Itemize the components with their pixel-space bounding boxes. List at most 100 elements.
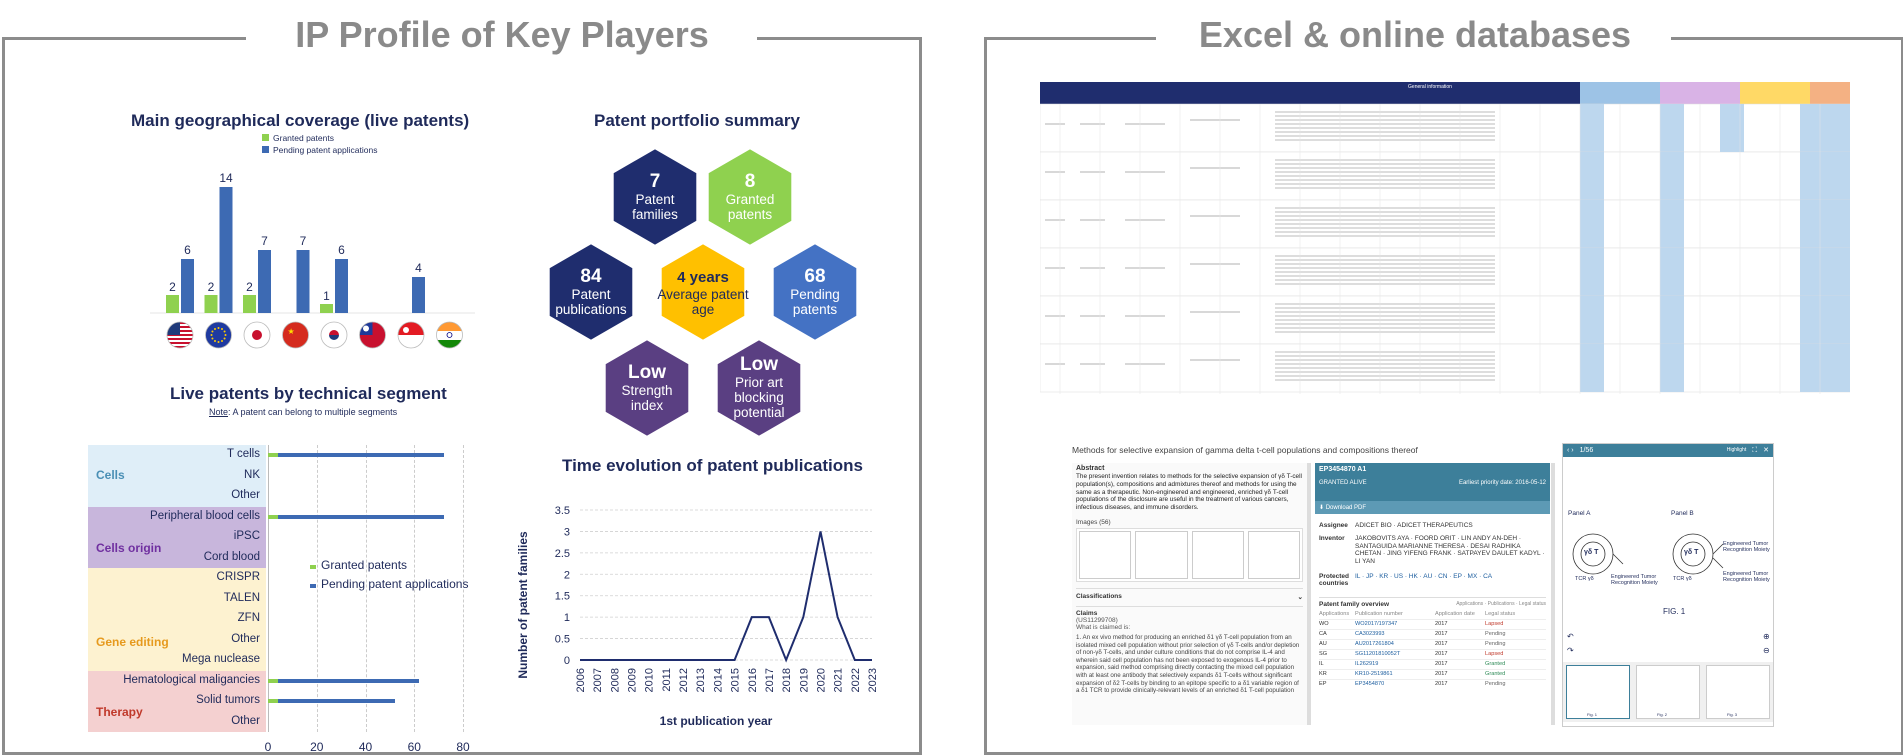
family-status: Lapsed <box>1485 651 1504 657</box>
db-scrollbar-2[interactable] <box>1551 463 1555 725</box>
cell-b-inner <box>1680 541 1706 567</box>
family-row[interactable]: AU AU2017261804 2017 Pending <box>1319 639 1546 649</box>
excel-cell-highlight <box>1800 200 1850 248</box>
zoom-in-icon[interactable]: ⊕ <box>1763 632 1770 641</box>
zoom-out-icon[interactable]: ⊖ <box>1763 646 1770 655</box>
time-xtick: 2021 <box>833 668 845 692</box>
thumb-2[interactable]: Fig. 2 <box>1636 665 1700 719</box>
geo-bar-pending-sg <box>412 277 425 313</box>
time-xtick: 2012 <box>678 668 690 692</box>
cell-a-label: γδ T <box>1584 549 1599 556</box>
viewer-toolbar: ‹ › 1/56 ✕ ⛶ Highlight <box>1563 444 1773 457</box>
db-abstract-col: Abstract The present invention relates t… <box>1072 463 1307 725</box>
excel-cell-highlight <box>1580 200 1604 248</box>
time-chart-title: Time evolution of patent publications <box>562 456 863 475</box>
time-xtick: 2016 <box>747 668 759 692</box>
segment-bar-pending <box>278 678 420 683</box>
family-row[interactable]: IL IL262919 2017 Granted <box>1319 659 1546 669</box>
family-row[interactable]: KR KR10-2519861 2017 Granted <box>1319 669 1546 679</box>
hex-caption-3-1: age <box>692 302 715 317</box>
hex-caption-5-0: Strength <box>621 383 672 398</box>
receptor-line-a <box>1612 553 1624 565</box>
family-pub[interactable]: AU2017261804 <box>1355 641 1394 647</box>
right-panel-frame <box>984 37 1903 755</box>
thumb-1[interactable]: Fig. 1 <box>1566 665 1630 719</box>
geo-bar-pending-eu <box>219 187 233 313</box>
segment-axis <box>268 445 269 732</box>
family-pub[interactable]: EP3454870 <box>1355 681 1385 687</box>
db-classifications[interactable]: Classifications ⌄ <box>1076 587 1303 601</box>
time-ytick: 3 <box>564 526 570 538</box>
geo-bar-granted-eu <box>204 295 218 313</box>
rotate-right-icon[interactable]: ↷ <box>1567 646 1574 655</box>
thumb-3-label: Fig. 3 <box>1727 712 1738 717</box>
db-inventor-value: JAKOBOVITS AYA · FOORD ORIT · LIN ANDY A… <box>1355 535 1545 565</box>
family-pub[interactable]: KR10-2519861 <box>1355 671 1393 677</box>
geo-bar-pending-jp <box>258 250 271 313</box>
panel-a-label: Panel A <box>1568 510 1591 517</box>
close-icon[interactable]: ✕ <box>1763 447 1769 454</box>
segment-label: Solid tumors <box>196 694 260 706</box>
time-xtick: 2014 <box>712 668 724 692</box>
family-row[interactable]: EP EP3454870 2017 Pending <box>1319 679 1546 689</box>
db-image-thumb[interactable] <box>1191 530 1244 579</box>
db-image-thumb[interactable] <box>1135 530 1188 579</box>
excel-cell-highlight <box>1800 296 1850 344</box>
family-row[interactable]: SG SG11201810052T 2017 Lapsed <box>1319 649 1546 659</box>
excel-cell-highlight <box>1720 104 1744 152</box>
time-series-line <box>580 531 872 663</box>
viewer-highlight[interactable]: Highlight <box>1726 447 1747 453</box>
family-cc: AU <box>1319 641 1327 647</box>
thumb-3[interactable]: Fig. 3 <box>1706 665 1770 719</box>
excel-grid <box>1040 82 1850 394</box>
family-pub[interactable]: IL262919 <box>1355 661 1379 667</box>
family-date: 2017 <box>1435 631 1448 637</box>
segment-xtick: 80 <box>456 740 470 754</box>
db-family-tabs[interactable]: Applications · Publications · Legal stat… <box>1456 601 1546 607</box>
db-download-label: Download PDF <box>1325 505 1367 511</box>
segment-legend-pending: Pending patent applications <box>321 577 469 591</box>
next-arrow-icon[interactable]: › <box>1571 447 1574 454</box>
family-date: 2017 <box>1435 651 1448 657</box>
db-image-strip[interactable] <box>1076 527 1303 582</box>
tcell-drawing <box>1572 533 1724 575</box>
hex-caption-1-0: Granted <box>726 192 775 207</box>
excel-header-band <box>1040 82 1500 104</box>
db-inventor-label: Inventor <box>1319 535 1345 542</box>
db-image-thumb[interactable] <box>1079 530 1132 579</box>
db-claims-text: 1. An ex vivo method for producing an en… <box>1076 633 1300 695</box>
portfolio-title: Patent portfolio summary <box>594 111 800 130</box>
db-claims-what: What is claimed is: <box>1076 623 1131 631</box>
family-pub[interactable]: CA3023993 <box>1355 631 1385 637</box>
db-download-button[interactable]: ⬇ Download PDF <box>1315 501 1550 514</box>
db-images-label[interactable]: Images (56) <box>1076 518 1111 526</box>
excel-cell-highlight <box>1660 104 1684 152</box>
hex-caption-0-1: families <box>632 207 678 222</box>
segment-xtick: 40 <box>358 740 373 754</box>
segment-label: ZFN <box>237 612 260 624</box>
db-family-label: Patent family overview <box>1319 601 1390 608</box>
fig-label: FIG. 1 <box>1663 607 1686 616</box>
geo-label-pending-cn: 7 <box>300 234 307 248</box>
geo-label-granted-eu: 2 <box>208 280 215 294</box>
segment-xtick: 0 <box>264 740 272 754</box>
family-pub[interactable]: SG11201810052T <box>1355 651 1401 657</box>
rotate-left-icon[interactable]: ↶ <box>1567 632 1574 641</box>
time-xlabel: 1st publication year <box>660 714 773 728</box>
family-cc: SG <box>1319 651 1328 657</box>
fullscreen-icon[interactable]: ⛶ <box>1752 447 1758 454</box>
db-claims[interactable]: Claims (US11299708) What is claimed is: … <box>1076 605 1303 695</box>
family-row[interactable]: WO WO2017/197347 2017 Lapsed <box>1319 619 1546 629</box>
db-patent-number: EP3454870 A1 <box>1319 466 1367 473</box>
excel-cell-highlight <box>1800 152 1850 200</box>
excel-cell-highlight <box>1580 104 1604 152</box>
family-row[interactable]: CA CA3023993 2017 Pending <box>1319 629 1546 639</box>
db-inventor-row: Inventor JAKOBOVITS AYA · FOORD ORIT · L… <box>1319 535 1546 565</box>
db-scrollbar[interactable] <box>1307 463 1311 725</box>
prev-arrow-icon[interactable]: ‹ <box>1567 447 1570 454</box>
db-image-thumb[interactable] <box>1247 530 1300 579</box>
hex-shape-6 <box>713 335 805 441</box>
family-pub[interactable]: WO2017/197347 <box>1355 621 1398 627</box>
hex-caption-6-1: blocking <box>734 390 784 405</box>
hex-caption-1-1: patents <box>728 207 773 222</box>
